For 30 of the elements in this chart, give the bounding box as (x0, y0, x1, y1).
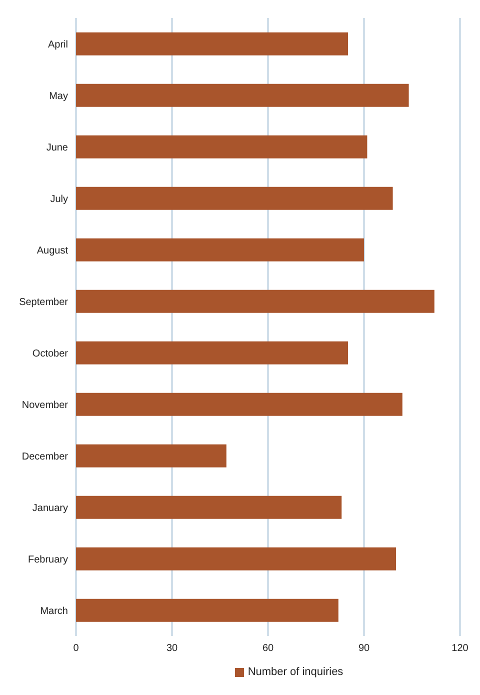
y-tick-label: February (28, 554, 68, 566)
bar (76, 135, 368, 158)
y-tick-label: July (50, 194, 68, 205)
y-tick-label: January (32, 502, 68, 514)
bar (76, 547, 396, 570)
bar (76, 392, 402, 416)
y-tick-label: August (36, 245, 68, 256)
bar (76, 598, 338, 622)
x-tick-label: 90 (358, 643, 370, 654)
bar (76, 290, 434, 313)
y-tick-label: December (22, 451, 69, 462)
x-tick-label: 60 (262, 643, 274, 654)
y-tick-label: March (40, 606, 68, 617)
y-tick-label: April (48, 39, 68, 50)
bar (76, 496, 342, 519)
legend-label: Number of inquiries (248, 666, 344, 678)
x-tick-label: 30 (166, 643, 178, 654)
x-tick-label: 120 (452, 643, 469, 654)
y-tick-label: June (46, 142, 68, 154)
y-tick-label: May (49, 90, 68, 102)
bar (76, 32, 348, 56)
bar (76, 238, 364, 262)
bar (76, 84, 409, 107)
bar (76, 444, 226, 468)
bar (76, 341, 348, 364)
bar (76, 186, 393, 210)
y-tick-label: September (19, 296, 69, 308)
y-tick-label: November (22, 400, 69, 411)
x-tick-label: 0 (73, 643, 80, 654)
y-tick-label: October (32, 348, 69, 360)
